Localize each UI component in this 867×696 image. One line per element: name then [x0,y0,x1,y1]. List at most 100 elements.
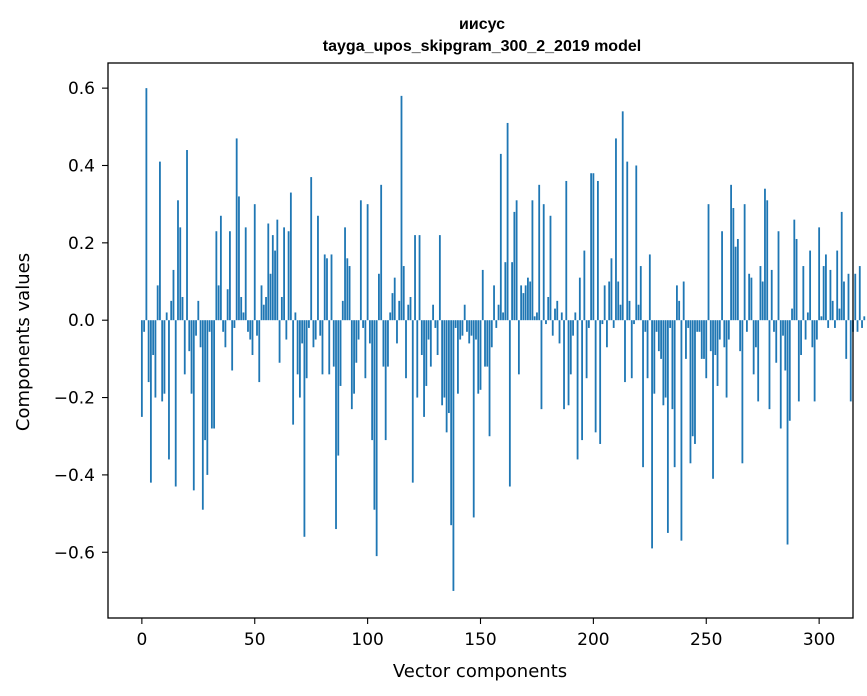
bar [621,111,624,321]
bar [820,316,823,321]
bar [470,320,473,336]
bar [186,150,188,321]
bar [685,320,687,359]
bar [831,300,834,321]
bar [768,320,771,410]
bar [481,269,484,321]
bar [779,320,782,429]
bar [825,254,827,321]
bar [152,320,155,356]
bar [466,320,468,332]
bar [174,320,177,487]
bar [195,320,197,336]
bar [402,266,405,321]
bar [226,289,229,321]
bar [396,320,398,344]
bar [540,320,543,410]
bar [529,281,532,321]
bar [599,320,602,444]
bar [502,312,504,321]
bar [689,320,692,464]
bar [479,320,482,390]
bar [590,173,593,321]
bar [411,320,414,483]
x-tick-label: 200 [577,630,609,650]
bar [181,296,184,321]
bar [718,320,721,340]
bar [488,320,491,437]
bar [294,312,297,321]
bar [163,320,166,394]
bar [601,320,604,325]
bar [624,320,626,383]
bar [262,304,265,321]
bar [797,320,800,402]
y-axis-label: Components values [13,253,34,431]
bar [271,235,274,321]
bar [727,320,730,340]
bar [170,300,173,321]
bar [736,238,739,321]
bar [569,320,572,375]
bar [745,320,748,332]
bar [563,320,565,410]
bar [468,320,471,344]
bar [734,246,737,321]
bar [594,320,597,433]
bar [524,285,527,321]
bar [459,320,462,340]
bar [520,285,523,321]
bar [188,320,191,352]
bar [165,312,168,321]
bar [490,320,493,348]
bar [400,95,403,321]
bar [698,320,701,332]
bar [323,254,326,321]
bar [190,320,193,394]
bar [319,320,322,336]
bar [359,200,362,321]
bar [788,320,791,421]
bar [224,320,227,348]
bar [391,293,394,321]
bar [177,200,179,321]
bar [420,320,423,356]
bar [156,285,159,321]
bar [847,273,850,321]
bar [301,320,304,344]
bar [145,88,148,321]
bar [633,320,635,325]
bar [651,320,653,549]
bar [280,296,283,321]
bar [147,320,150,383]
bar [344,227,346,321]
bar [495,320,498,328]
bar [791,308,793,321]
bar [642,320,644,468]
bar [357,320,360,340]
bar [332,320,335,367]
bar [603,285,606,321]
bar [660,320,663,359]
bar [330,254,333,321]
x-tick-label: 300 [803,630,835,650]
bar [382,320,385,367]
bar [703,320,705,359]
bar [249,320,252,340]
bar [657,320,660,352]
bar [204,320,206,441]
bar [732,208,735,321]
bar [461,320,464,336]
bar [201,320,204,510]
bar [730,184,732,321]
bar [669,320,672,328]
bar [583,250,586,321]
bar [750,277,753,321]
bar [845,320,848,359]
bar [761,281,764,321]
bar [364,320,367,379]
bar [265,296,267,321]
bar [567,320,570,406]
bar [662,320,665,406]
